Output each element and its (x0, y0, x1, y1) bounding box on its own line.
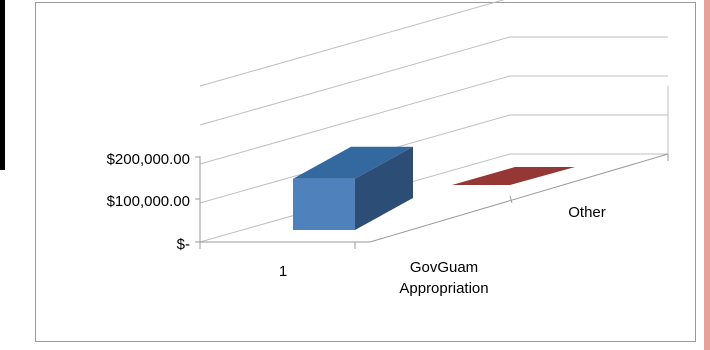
bar-side (355, 146, 413, 230)
bar-govguam (293, 178, 355, 230)
right-edge-decoration (704, 0, 710, 350)
series-label: GovGuam Appropriation (399, 259, 488, 297)
y-tick-label: $- (177, 236, 190, 253)
category-label: 1 (279, 263, 287, 280)
y-tick-label: $200,000.00 (107, 151, 190, 168)
floor-edge (200, 153, 669, 243)
bar-top (293, 146, 413, 179)
gridline (199, 75, 668, 165)
gridline (199, 114, 668, 204)
gridline (199, 36, 668, 126)
gridline (199, 153, 668, 243)
axis-tick (509, 195, 513, 204)
left-edge-decoration (0, 0, 5, 170)
gridline (199, 0, 505, 87)
bar-other (452, 167, 575, 185)
y-tick-label: $100,000.00 (107, 193, 190, 210)
series-label: Other (568, 204, 606, 221)
chart-frame: $200,000.00 $100,000.00 $- 1 GovGuam Appropri… (35, 0, 696, 342)
